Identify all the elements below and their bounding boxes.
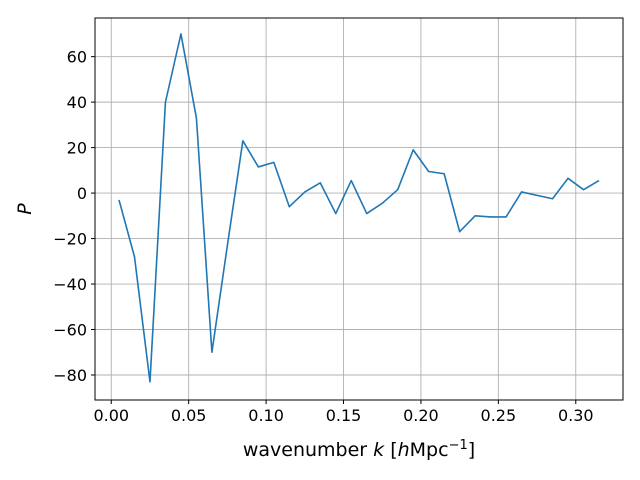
x-tick-label: 0.25 [481,406,517,425]
y-tick-label: −20 [53,230,87,249]
y-tick-label: −60 [53,321,87,340]
x-tick-label: 0.10 [248,406,284,425]
x-axis-label-part: ] [468,439,475,461]
y-tick-label: −80 [53,366,87,385]
x-tick-label: 0.05 [171,406,207,425]
series-layer [118,33,600,383]
x-axis-label-part: Mpc [410,439,449,461]
x-axis-label-part: wavenumber [243,439,373,461]
x-axis-label-part: [ [384,439,397,461]
y-tick-label: 20 [67,139,87,158]
x-axis-label-part: −1 [449,438,468,453]
y-tick-label: −40 [53,275,87,294]
x-tick-label: 0.20 [403,406,439,425]
x-tick-label: 0.15 [326,406,362,425]
x-tick-label: 0.30 [558,406,594,425]
tick-layer: 0.00 0.05 0.10 0.15 0.20 0.25 0.30 −80 −60 −40 −20… [53,48,593,425]
x-tick-label: 0.00 [93,406,129,425]
x-axis-label-part: k [373,439,385,461]
grid-layer [95,18,623,400]
x-axis-label-part: h [398,439,410,461]
x-axis-label: wavenumber k [hMpc−1] [243,438,475,462]
series-line [118,33,600,383]
y-tick-label: 40 [67,93,87,112]
y-axis-label: P [14,203,36,215]
plot-frame [94,17,624,401]
y-tick-label: 60 [67,48,87,67]
y-tick-label: 0 [77,184,87,203]
